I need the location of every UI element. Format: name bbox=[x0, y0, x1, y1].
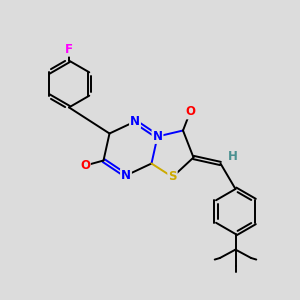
Text: O: O bbox=[185, 105, 196, 119]
Text: F: F bbox=[65, 43, 73, 56]
Text: N: N bbox=[121, 169, 131, 182]
Text: O: O bbox=[80, 159, 90, 172]
Text: N: N bbox=[152, 130, 163, 143]
Text: S: S bbox=[168, 170, 177, 184]
Text: N: N bbox=[130, 115, 140, 128]
Text: H: H bbox=[228, 150, 238, 164]
